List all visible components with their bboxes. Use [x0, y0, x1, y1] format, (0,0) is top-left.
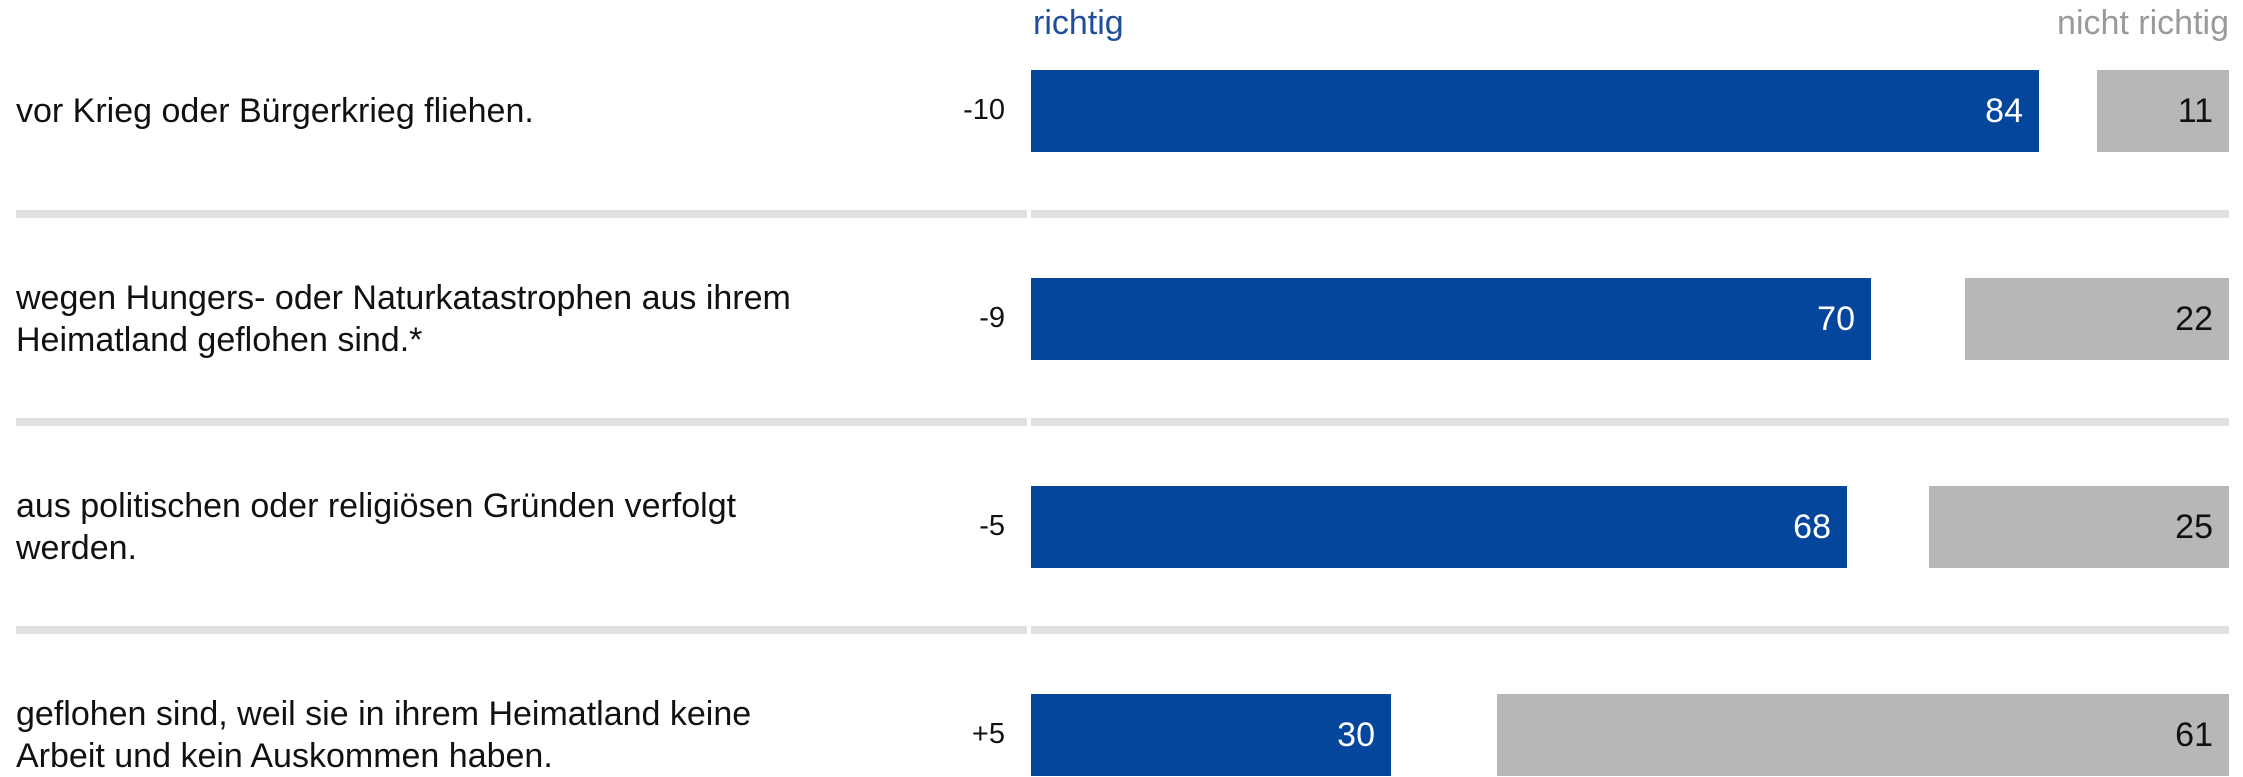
header-nicht-richtig: nicht richtig	[2057, 4, 2229, 42]
bar-richtig	[1031, 70, 2039, 152]
header-richtig: richtig	[1033, 4, 1124, 42]
row-separator	[1031, 626, 2229, 634]
category-label-line: geflohen sind, weil sie in ihrem Heimatl…	[16, 695, 752, 733]
difference-value: -10	[963, 94, 1005, 126]
bar-richtig	[1031, 486, 1847, 568]
category-label-line: aus politischen oder religiösen Gründen …	[16, 487, 737, 525]
category-label-line: werden.	[16, 529, 137, 567]
bar-nicht-richtig	[2097, 70, 2229, 152]
category-label: aus politischen oder religiösen Gründen …	[16, 485, 916, 569]
bar-nicht-richtig	[1965, 278, 2229, 360]
category-label: geflohen sind, weil sie in ihrem Heimatl…	[16, 693, 916, 777]
bar-value-richtig: 68	[1793, 508, 1831, 546]
category-label-line: wegen Hungers- oder Naturkatastrophen au…	[16, 279, 791, 317]
bar-value-richtig: 84	[1985, 92, 2023, 130]
bar-value-richtig: 70	[1817, 300, 1855, 338]
bar-value-nicht-richtig: 25	[2175, 508, 2213, 546]
row-separator	[1031, 210, 2229, 218]
bar-richtig	[1031, 278, 1871, 360]
bar-value-nicht-richtig: 61	[2175, 716, 2213, 754]
category-label: wegen Hungers- oder Naturkatastrophen au…	[16, 277, 916, 361]
bar-value-richtig: 30	[1337, 716, 1375, 754]
difference-value: -5	[979, 510, 1005, 542]
category-label-line: vor Krieg oder Bürgerkrieg fliehen.	[16, 92, 534, 130]
category-label-line: Arbeit und kein Auskommen haben.	[16, 737, 553, 775]
bar-richtig	[1031, 694, 1391, 776]
bar-value-nicht-richtig: 11	[2177, 92, 2213, 130]
row-separator	[16, 626, 1027, 634]
row-separator	[16, 210, 1027, 218]
difference-value: +5	[971, 718, 1005, 750]
bar-value-nicht-richtig: 22	[2175, 300, 2213, 338]
bar-nicht-richtig	[1929, 486, 2229, 568]
difference-value: -9	[979, 302, 1005, 334]
category-label-line: Heimatland geflohen sind.*	[16, 321, 423, 359]
row-separator	[1031, 418, 2229, 426]
row-separator	[16, 418, 1027, 426]
category-label: vor Krieg oder Bürgerkrieg fliehen.	[16, 90, 916, 132]
bar-nicht-richtig	[1497, 694, 2229, 776]
